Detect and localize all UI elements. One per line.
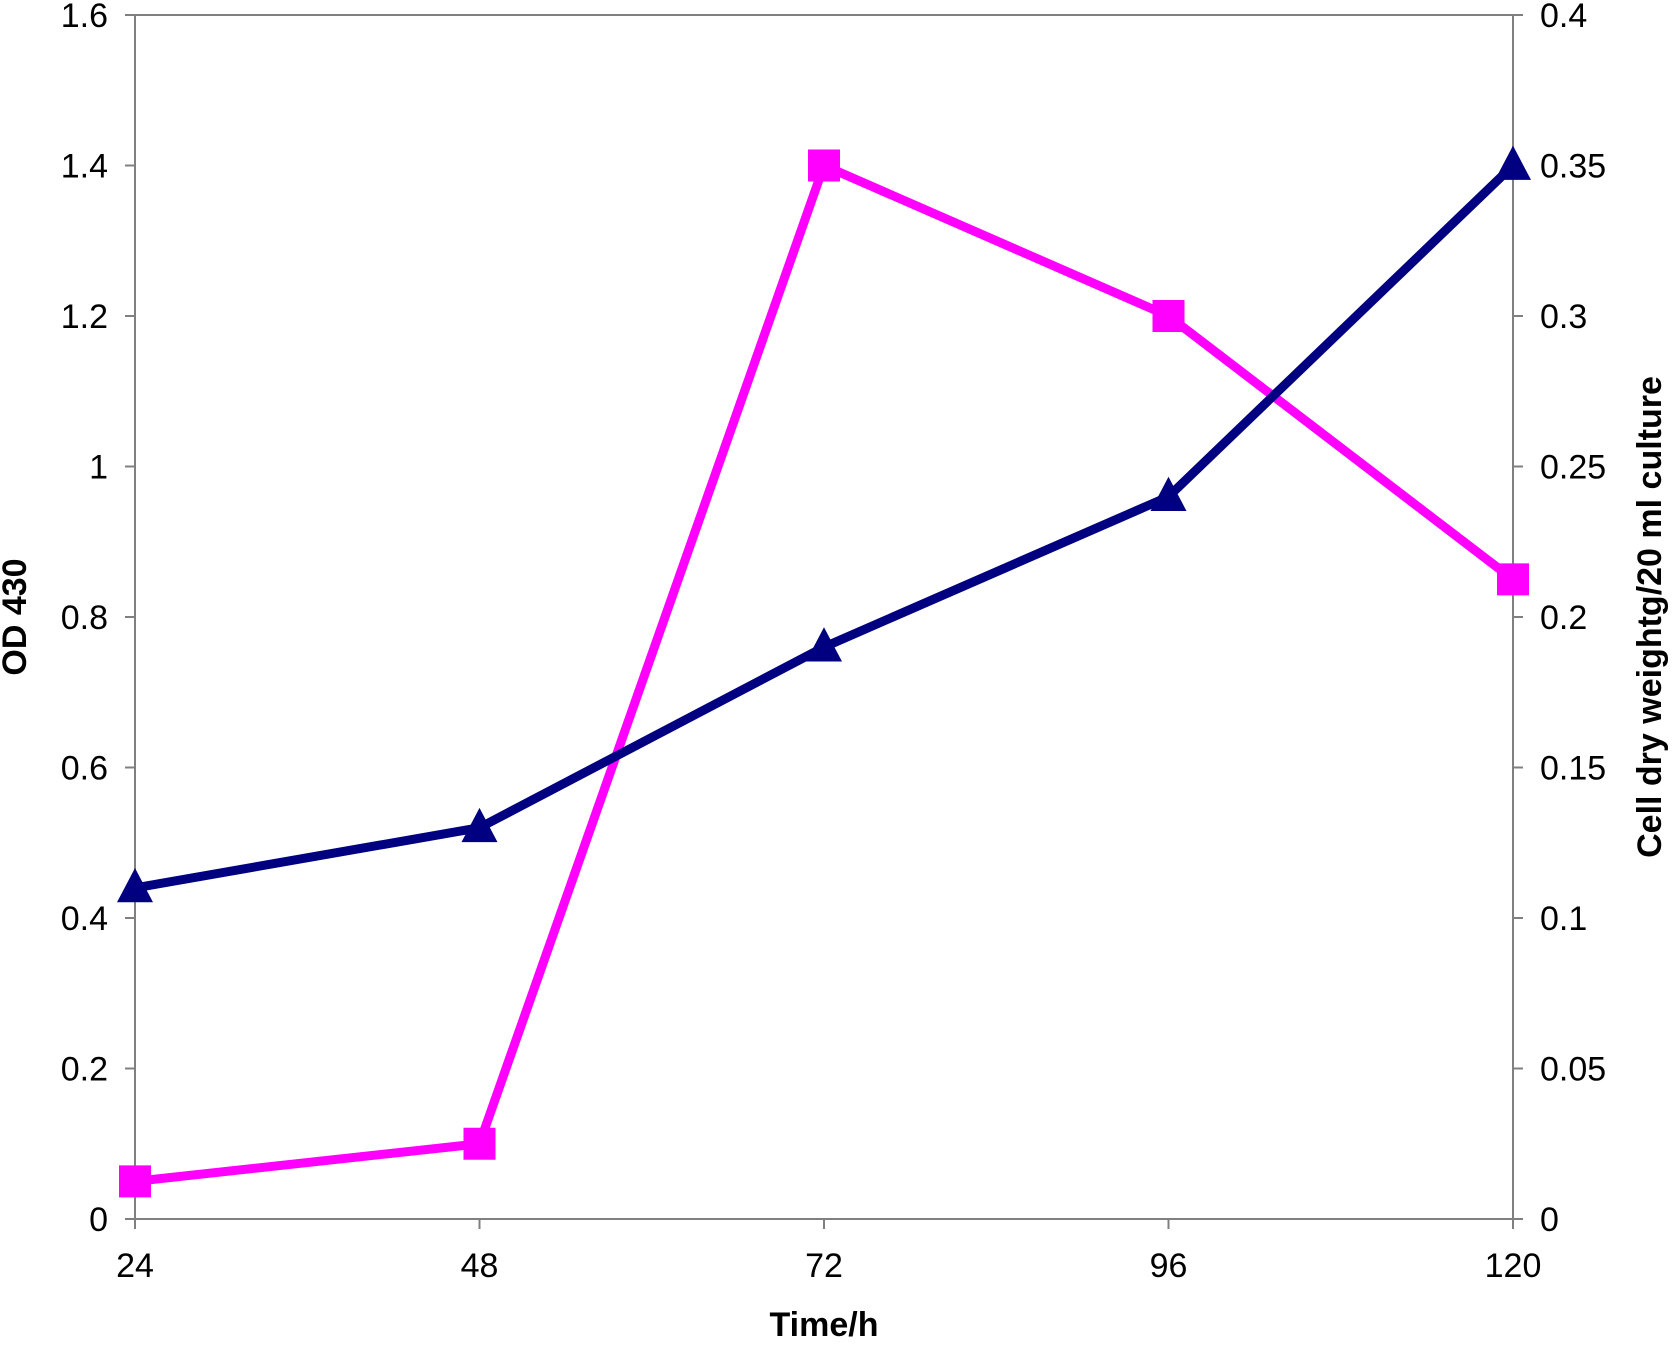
right-y-tick-label: 0.25: [1540, 449, 1606, 487]
square-marker: [1152, 300, 1185, 332]
series-2-triangle: [117, 145, 1531, 903]
x-axis-title: Time/h: [770, 1306, 879, 1344]
left-y-axis-title: OD 430: [0, 558, 34, 675]
series-line: [134, 161, 1516, 1186]
left-y-tick-label: 0.4: [61, 900, 108, 938]
square-marker: [119, 1165, 151, 1198]
x-tick-label: 96: [1150, 1247, 1188, 1285]
series-layer: [117, 145, 1531, 1198]
square-marker: [463, 1127, 496, 1160]
right-y-tick-label: 0.15: [1540, 750, 1606, 788]
right-y-tick-label: 0.1: [1540, 900, 1587, 938]
triangle-marker: [117, 868, 153, 903]
square-marker: [808, 149, 840, 182]
right-y-axis-title: Cell dry weightg/20 ml culture: [1631, 376, 1669, 858]
left-y-tick-label: 1: [89, 449, 108, 487]
right-y-tick-label: 0.35: [1540, 148, 1606, 186]
triangle-marker: [461, 807, 498, 843]
right-y-tick-label: 0.2: [1540, 599, 1587, 637]
left-y-tick-label: 0: [89, 1201, 108, 1239]
x-tick-label: 24: [116, 1247, 154, 1285]
x-tick-label: 72: [805, 1247, 843, 1285]
triangle-marker: [806, 627, 842, 662]
square-marker: [1497, 563, 1529, 596]
right-y-tick-label: 0: [1540, 1201, 1559, 1239]
x-tick-label: 48: [461, 1247, 499, 1285]
right-y-tick-label: 0.3: [1540, 298, 1587, 336]
ticks: 24 48 72 96 120 0 0.2 0.4 0.6 0.8 1 1.2 1.4 1.6 0 0.05 0…: [61, 0, 1606, 1285]
right-y-tick-label: 0.05: [1540, 1051, 1606, 1089]
triangle-marker: [1150, 476, 1187, 511]
series-line: [134, 162, 1517, 893]
x-tick-label: 120: [1485, 1247, 1542, 1285]
right-y-tick-label: 0.4: [1540, 0, 1587, 35]
left-y-tick-label: 0.2: [61, 1051, 108, 1089]
triangle-marker: [1495, 145, 1531, 180]
left-y-tick-label: 0.6: [61, 750, 108, 788]
left-y-tick-label: 0.8: [61, 599, 108, 637]
left-y-tick-label: 1.2: [61, 298, 108, 336]
left-y-tick-label: 1.4: [61, 148, 108, 186]
left-y-tick-label: 1.6: [61, 0, 108, 35]
series-1-square: [119, 149, 1529, 1198]
axes: [134, 14, 1514, 1220]
